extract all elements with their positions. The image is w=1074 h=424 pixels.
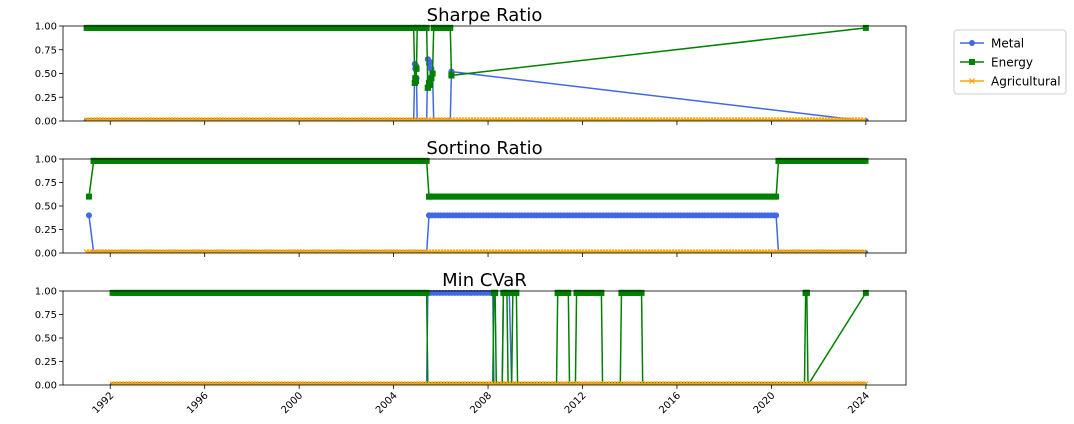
marker (429, 70, 436, 77)
marker (598, 289, 605, 296)
x-tick-label: 2004 (374, 390, 400, 416)
y-tick-label: 0.75 (35, 310, 57, 321)
marker (127, 289, 134, 296)
marker (969, 40, 975, 46)
marker (413, 78, 420, 85)
y-tick-label: 0.00 (35, 117, 57, 128)
legend-label: Energy (991, 56, 1033, 70)
series-markers-agricultural (109, 381, 869, 385)
chart-panel-3: Min CVaR 0.00 0.25 0.50 0.75 1.00 (35, 270, 907, 392)
shared-x-axis: 1992 1996 2000 2004 2008 2012 2016 2020 2024 (91, 390, 872, 416)
series-markers-metal (83, 56, 869, 121)
y-tick-label: 0.75 (35, 45, 57, 56)
marker (423, 24, 430, 31)
series-line-metal (86, 59, 866, 121)
marker (413, 65, 420, 72)
x-tick-label: 1996 (185, 390, 211, 416)
series-markers-energy (83, 24, 869, 91)
series-markers-energy (109, 289, 869, 385)
x-tick-label: 2000 (279, 390, 305, 416)
legend-label: Agricultural (991, 75, 1061, 89)
legend-label: Metal (991, 37, 1024, 51)
legend-item-energy: Energy (960, 56, 1033, 70)
y-tick-label: 1.00 (35, 155, 57, 166)
x-tick-label: 2020 (752, 390, 778, 416)
marker (423, 289, 430, 296)
series-markers-agricultural (83, 249, 867, 253)
y-tick-label: 0.00 (35, 381, 57, 392)
marker (513, 289, 520, 296)
marker (969, 78, 975, 84)
x-tick-label: 1992 (91, 390, 117, 416)
series-markers-metal (85, 212, 869, 253)
marker (503, 289, 510, 296)
chart-panel-1: Sharpe Ratio 0.00 0.25 0.50 0.75 1.00 (35, 5, 907, 128)
series-markers-metal (109, 289, 868, 385)
marker (124, 289, 131, 296)
marker (492, 289, 499, 296)
chart-title: Sortino Ratio (426, 138, 542, 159)
x-tick-label: 2012 (563, 390, 589, 416)
marker (860, 249, 867, 253)
marker (862, 24, 869, 31)
plot-frame (62, 290, 907, 386)
series-line-energy (112, 292, 867, 385)
y-tick-label: 0.25 (35, 225, 57, 236)
x-tick-label: 2024 (846, 390, 872, 416)
marker (428, 75, 435, 82)
marker (773, 212, 780, 219)
legend: Metal Energy Agricultural (953, 29, 1067, 95)
marker (638, 289, 645, 296)
marker (85, 212, 92, 219)
x-tick-label: 2008 (468, 390, 494, 416)
chart-panel-2: Sortino Ratio 0.00 0.25 0.50 0.75 1.00 (35, 138, 907, 260)
marker (427, 81, 434, 88)
series-markers-agricultural (83, 117, 867, 121)
series-line-energy (88, 160, 866, 198)
marker (773, 193, 780, 200)
marker (410, 24, 417, 31)
marker (448, 72, 455, 79)
chart-title: Sharpe Ratio (427, 5, 543, 26)
chart-title: Min CVaR (442, 270, 527, 291)
legend-frame (953, 29, 1067, 95)
y-tick-label: 0.00 (35, 249, 57, 260)
series-markers-energy (85, 157, 869, 200)
marker (447, 24, 454, 31)
series-line-energy (86, 27, 866, 88)
marker (427, 59, 434, 66)
y-tick-label: 1.00 (35, 287, 57, 298)
series-line-metal (88, 214, 866, 253)
marker (803, 289, 810, 296)
marker (862, 157, 869, 164)
y-tick-label: 1.00 (35, 22, 57, 33)
marker (565, 289, 572, 296)
plot-frame (62, 158, 907, 254)
marker (862, 289, 869, 296)
y-tick-label: 0.50 (35, 202, 57, 213)
marker (423, 157, 430, 164)
y-tick-label: 0.50 (35, 69, 57, 80)
y-tick-label: 0.50 (35, 334, 57, 345)
marker (969, 59, 975, 65)
legend-item-agricultural: Agricultural (960, 75, 1061, 89)
marker (860, 117, 867, 121)
series-line-metal (112, 292, 866, 385)
marker (862, 381, 869, 385)
marker (85, 193, 92, 200)
y-tick-label: 0.25 (35, 93, 57, 104)
plot-frame (62, 25, 907, 122)
y-tick-label: 0.75 (35, 178, 57, 189)
x-tick-label: 2016 (657, 390, 683, 416)
legend-item-metal: Metal (960, 37, 1024, 51)
y-tick-label: 0.25 (35, 357, 57, 368)
